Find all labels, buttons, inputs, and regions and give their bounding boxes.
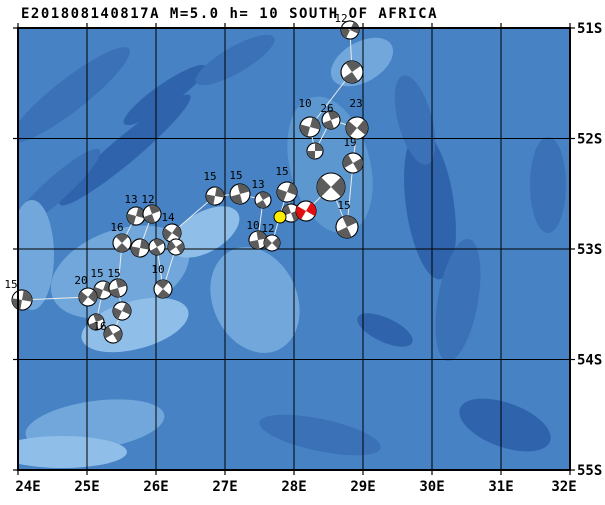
- focal-mechanism: [306, 142, 324, 160]
- focal-mechanism: [342, 152, 364, 174]
- y-axis-label: 51S: [577, 21, 602, 37]
- depth-label: 26: [320, 102, 333, 115]
- focal-mechanism: [299, 116, 321, 138]
- y-axis-label: 55S: [577, 463, 602, 479]
- depth-label: 10: [151, 263, 164, 276]
- x-axis-label: 26E: [143, 479, 168, 495]
- x-axis-label: 27E: [212, 479, 237, 495]
- depth-label: 20: [74, 274, 87, 287]
- event-marker-yellow: [273, 210, 287, 224]
- focal-mechanism: [112, 233, 132, 253]
- x-axis-label: 30E: [419, 479, 444, 495]
- focal-mechanism-highlight: [295, 200, 317, 222]
- axis-labels: 24E 25E 26E 27E 28E 29E 30E 31E 32E 51S 52S 53S 54S 5…: [15, 21, 602, 495]
- depth-label: 10: [298, 97, 311, 110]
- x-axis-label: 24E: [15, 479, 40, 495]
- focal-mechanism: [130, 238, 150, 258]
- focal-mechanism: [153, 279, 173, 299]
- depth-label: 12: [261, 222, 274, 235]
- depth-label: 16: [93, 320, 106, 333]
- x-axis-label: 29E: [350, 479, 375, 495]
- focal-mechanism: [229, 183, 251, 205]
- focal-mechanism: [281, 203, 301, 223]
- depth-label: 19: [343, 136, 356, 149]
- focal-mechanism: [316, 172, 346, 202]
- focal-mechanism: [93, 280, 113, 300]
- focal-mechanism: [254, 191, 272, 209]
- focal-mechanism: [205, 186, 225, 206]
- depth-label: 10: [246, 219, 259, 232]
- x-axis-label: 25E: [74, 479, 99, 495]
- depth-label: 15: [275, 165, 288, 178]
- focal-mechanism: [162, 223, 182, 243]
- depth-label: 15: [107, 267, 120, 280]
- focal-mechanism: [263, 234, 281, 252]
- focal-mechanism: [340, 60, 364, 84]
- axis-ticks: [13, 23, 575, 475]
- depth-label: 12: [334, 12, 347, 25]
- x-axis-label: 28E: [281, 479, 306, 495]
- y-axis-label: 53S: [577, 242, 602, 258]
- x-axis-label: 32E: [551, 479, 576, 495]
- depth-label: 13: [124, 193, 137, 206]
- depth-label: 23: [349, 97, 362, 110]
- focal-mechanism: [108, 278, 128, 298]
- focal-mechanism: [335, 215, 359, 239]
- focal-mechanism: [78, 287, 98, 307]
- focal-mechanism: [321, 110, 341, 130]
- depth-label: 16: [110, 221, 123, 234]
- depth-label: 12: [141, 193, 154, 206]
- focal-mechanism: [103, 324, 123, 344]
- focal-mechanism: [276, 181, 298, 203]
- depth-label: 14: [161, 211, 175, 224]
- focal-mechanism: [112, 301, 132, 321]
- depth-label: 15: [229, 169, 242, 182]
- focal-mechanism: [87, 313, 105, 331]
- focal-mechanisms: [11, 20, 369, 344]
- depth-label: 15: [203, 170, 216, 183]
- depth-label: 15: [90, 267, 103, 280]
- depth-label: 15: [337, 199, 350, 212]
- y-axis-label: 54S: [577, 353, 602, 369]
- y-axis-label: 52S: [577, 132, 602, 148]
- focal-mechanism: [148, 238, 166, 256]
- depth-label: 13: [251, 178, 264, 191]
- focal-mechanism: [167, 238, 185, 256]
- depth-label: 15: [4, 278, 17, 291]
- focal-mechanism: [142, 204, 162, 224]
- figure-title: E201808140817A M=5.0 h= 10 SOUTH OF AFRI…: [21, 6, 439, 22]
- focal-mechanism: [340, 20, 360, 40]
- focal-mechanism: [345, 116, 369, 140]
- x-axis-label: 31E: [488, 479, 513, 495]
